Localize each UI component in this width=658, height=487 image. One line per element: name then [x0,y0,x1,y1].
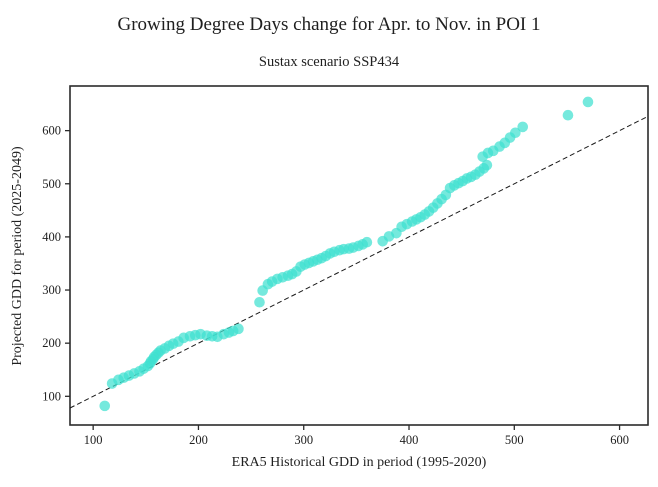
scatter-points [99,96,594,412]
chart-subtitle: Sustax scenario SSP434 [259,54,400,70]
scatter-point [582,96,594,108]
scatter-point [99,400,111,412]
scatter-point [510,127,521,139]
x-tick-label: 500 [505,433,524,447]
x-tick-label: 300 [294,433,313,447]
y-tick-label: 600 [42,124,61,138]
plot-border [69,85,649,426]
x-tick-label: 400 [400,433,419,447]
identity-line [69,115,649,409]
y-tick-label: 100 [42,389,61,403]
scatter-point [233,323,244,335]
y-axis-label: Projected GDD for period (2025-2049) [10,146,25,366]
scatter-point [517,121,529,133]
y-tick-label: 300 [42,283,61,297]
y-ticks: 100 200 300 400 500 600 [42,124,70,403]
scatter-point [562,109,574,121]
y-tick-label: 500 [42,177,61,191]
x-tick-label: 200 [189,433,208,447]
scatter-point [254,296,265,308]
scatter-point [481,159,493,171]
chart-title: Growing Degree Days change for Apr. to N… [117,14,540,35]
x-axis-label: ERA5 Historical GDD in period (1995-2020… [232,455,487,470]
x-tick-label: 100 [84,433,103,447]
scatter-point [361,236,373,248]
y-tick-label: 400 [42,230,61,244]
y-tick-label: 200 [42,336,61,350]
x-tick-label: 600 [610,433,629,447]
x-ticks: 100 200 300 400 500 600 [84,425,629,447]
